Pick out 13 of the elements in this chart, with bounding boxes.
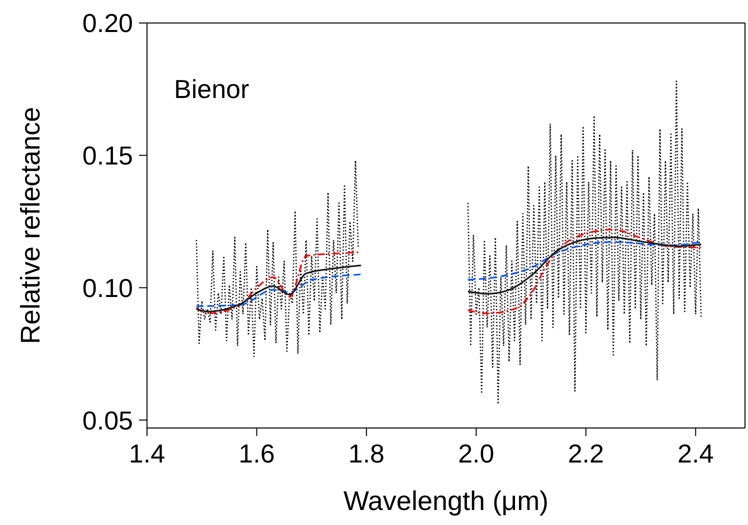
x-tick-label: 2.0 [458, 438, 494, 468]
y-tick-label: 0.20 [82, 8, 133, 38]
x-tick-label: 2.2 [568, 438, 604, 468]
x-tick-label: 1.8 [348, 438, 385, 468]
y-tick-label: 0.05 [82, 405, 133, 436]
y-axis-title: Relative reflectance [16, 106, 46, 344]
x-tick-label: 1.6 [238, 438, 275, 468]
x-axis-title: Wavelength (μm) [343, 486, 549, 516]
annotation: Bienor [174, 74, 250, 105]
y-tick-label: 0.10 [82, 272, 133, 303]
x-tick-label: 1.4 [128, 438, 166, 468]
y-tick-label: 0.15 [82, 140, 133, 171]
x-tick-label: 2.4 [678, 438, 714, 468]
